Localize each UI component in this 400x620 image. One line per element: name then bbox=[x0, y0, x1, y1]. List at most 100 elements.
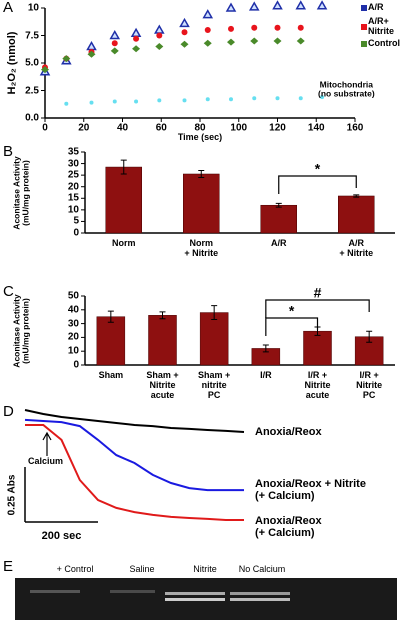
x-tick-label: Sham + nitrite PC bbox=[198, 370, 231, 400]
point bbox=[112, 99, 117, 104]
y-tick-label: 15 bbox=[67, 192, 79, 204]
y-axis-label: Aconitase Activity (mU/mg protein) bbox=[11, 293, 31, 368]
point bbox=[181, 29, 188, 36]
y-tick-label: 20 bbox=[67, 331, 79, 343]
trace bbox=[24, 418, 244, 492]
error-bar bbox=[107, 310, 114, 323]
point bbox=[86, 40, 97, 51]
significance-bracket bbox=[265, 317, 319, 336]
y-tick-label: 0 bbox=[73, 359, 79, 371]
bar bbox=[260, 204, 297, 234]
x-tick-label: Sham + Nitrite acute bbox=[146, 370, 179, 400]
y-tick-label: 0 bbox=[73, 227, 79, 239]
point bbox=[250, 37, 259, 45]
trace bbox=[25, 424, 244, 521]
lane-label: + Control bbox=[56, 564, 94, 575]
scale-bar-label: 0.25 Abs bbox=[6, 474, 18, 515]
y-tick-label: 30 bbox=[67, 158, 79, 170]
y-tick-label: 0.0 bbox=[25, 112, 39, 124]
error-bar bbox=[120, 159, 127, 175]
x-axis-label: Time (sec) bbox=[177, 132, 223, 143]
point bbox=[205, 97, 210, 102]
annotation: Calcium bbox=[28, 456, 64, 467]
point bbox=[156, 32, 163, 39]
point bbox=[130, 27, 142, 38]
point bbox=[275, 96, 280, 101]
point bbox=[132, 45, 141, 53]
point bbox=[62, 55, 71, 63]
x-tick-label: Sham bbox=[98, 370, 124, 380]
error-bar bbox=[262, 344, 269, 353]
point bbox=[182, 98, 187, 103]
x-tick-label: I/R + Nitrite PC bbox=[356, 370, 383, 400]
bar bbox=[199, 312, 229, 366]
panel-letter: D bbox=[3, 402, 14, 420]
point bbox=[204, 27, 211, 33]
x-tick-label: A/R + Nitrite bbox=[339, 238, 374, 258]
point bbox=[111, 40, 118, 47]
series-label: A/R+ Nitrite bbox=[368, 16, 395, 36]
gel-band bbox=[165, 592, 225, 595]
panel-letter: A bbox=[3, 0, 14, 16]
x-tick-label: 0 bbox=[42, 122, 48, 134]
x-tick-label: Norm + Nitrite bbox=[184, 238, 219, 258]
significance-bracket bbox=[278, 175, 357, 194]
lane-label: Saline bbox=[129, 564, 155, 575]
significance-mark: * bbox=[314, 160, 321, 177]
point bbox=[252, 96, 257, 101]
series-label: Mitochondria (no substrate) bbox=[318, 79, 375, 99]
bar bbox=[338, 195, 375, 234]
x-tick-label: I/R + Nitrite acute bbox=[304, 370, 331, 400]
x-tick-label: 160 bbox=[346, 122, 364, 134]
y-tick-label: 10 bbox=[67, 345, 79, 357]
point bbox=[87, 50, 96, 58]
point bbox=[64, 101, 69, 106]
error-bar bbox=[211, 305, 218, 320]
panel-letter: E bbox=[3, 557, 14, 575]
error-bar bbox=[198, 170, 205, 178]
y-tick-label: 40 bbox=[67, 304, 79, 316]
point bbox=[316, 0, 328, 10]
arrow bbox=[42, 431, 52, 456]
significance-mark: # bbox=[313, 284, 322, 301]
y-tick-label: 5.0 bbox=[25, 57, 39, 69]
y-tick-label: 35 bbox=[67, 146, 79, 158]
x-tick-label: A/R bbox=[271, 238, 287, 248]
y-tick-label: 10 bbox=[67, 204, 79, 216]
point bbox=[274, 24, 281, 31]
x-tick-label: 140 bbox=[307, 122, 325, 134]
bar bbox=[105, 166, 142, 234]
point bbox=[229, 97, 233, 102]
x-tick-label: 40 bbox=[116, 122, 129, 134]
significance-mark: * bbox=[288, 302, 295, 319]
point bbox=[89, 100, 94, 105]
point bbox=[251, 24, 258, 31]
series-label: Control bbox=[368, 38, 400, 49]
error-bar bbox=[159, 311, 166, 320]
point bbox=[227, 38, 235, 46]
x-tick-label: Norm bbox=[111, 238, 136, 248]
bar bbox=[303, 330, 332, 366]
y-tick-label: 50 bbox=[67, 290, 79, 302]
y-tick-label: 10 bbox=[27, 2, 39, 14]
point bbox=[272, 0, 283, 10]
y-axis-label: Aconitase Activity (mU/mg protein) bbox=[11, 155, 31, 230]
series-label: Anoxia/Reox bbox=[255, 425, 322, 438]
point bbox=[296, 37, 305, 45]
bar bbox=[183, 173, 220, 234]
point bbox=[41, 66, 49, 74]
error-bar bbox=[353, 194, 360, 198]
point bbox=[203, 39, 212, 47]
y-tick-label: 5 bbox=[73, 215, 79, 227]
lane-label: No Calcium bbox=[238, 564, 286, 575]
x-tick-label: 100 bbox=[230, 122, 248, 134]
point bbox=[110, 47, 119, 55]
point bbox=[157, 98, 162, 103]
series-label: Anoxia/Reox (+ Calcium) bbox=[255, 514, 322, 539]
point bbox=[133, 35, 140, 42]
legend-marker bbox=[361, 41, 367, 47]
legend-marker bbox=[361, 24, 367, 30]
point bbox=[154, 24, 165, 34]
y-axis-label: H₂O₂ (nmol) bbox=[5, 31, 18, 95]
